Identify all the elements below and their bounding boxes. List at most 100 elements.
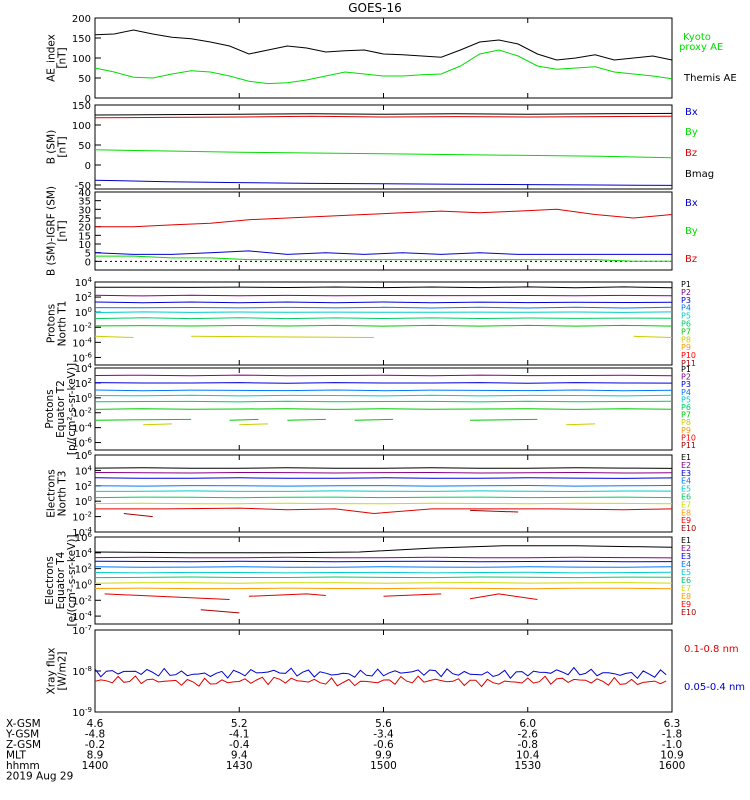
panel-2-legend-1: Bx xyxy=(685,107,698,118)
panel-4-legend-P2: P2 xyxy=(681,288,691,297)
panel-4-legend-P7: P7 xyxy=(681,327,691,336)
panel-8-y-tick-label-0: 10-7 xyxy=(72,624,92,637)
panel-4-y-tick-label-2: 100 xyxy=(75,306,92,319)
panel-8-y-tick-label-1: 10-8 xyxy=(72,665,92,678)
bottom-axis-label-z-gsm: Z-GSM xyxy=(6,739,41,751)
panel-8-legend-2: 0.05-0.4 nm xyxy=(684,682,745,693)
bottom-axis-mlt-value-2: 9.4 xyxy=(231,750,248,762)
panel-6-legend-E6: E6 xyxy=(681,493,691,502)
panel-4-legend-P1: P1 xyxy=(681,280,691,289)
panel-7-channel-9-seg-4 xyxy=(470,593,538,600)
panel-3-series-3-line xyxy=(95,208,673,228)
panel-3-y-tick-label-6: 30 xyxy=(78,205,91,216)
panel-7-frame xyxy=(94,536,673,625)
bottom-axis-hhmm-value-5: 1600 xyxy=(659,760,686,772)
panel-5-legend-P5: P5 xyxy=(681,395,691,404)
panel-2-series-2-line xyxy=(94,149,673,159)
bottom-axis-y-gsm-value-5: -1.8 xyxy=(662,729,683,741)
panel-8-series-2-line xyxy=(94,666,667,680)
panel-5-partial-1-seg-2 xyxy=(229,418,259,421)
panel-1-series-1-line xyxy=(94,49,673,85)
panel-2-legend-3: Bz xyxy=(685,148,697,159)
bottom-axis-y-gsm-value-4: -2.6 xyxy=(518,729,539,741)
panel-1-frame xyxy=(94,17,673,99)
bottom-axis-hhmm-value-2: 1430 xyxy=(226,760,253,772)
panel-5-y-tick-label-2: 100 xyxy=(75,392,92,405)
bottom-axis-mlt-value-4: 10.4 xyxy=(516,750,540,762)
panel-2-legend-2: By xyxy=(685,127,698,138)
panel-5-channel-6-line xyxy=(94,408,673,410)
panel-5-partial-2-seg-1 xyxy=(143,423,172,426)
panel-2-y-tick-label-4: 150 xyxy=(72,101,91,112)
panel-6-channel-5-line xyxy=(94,490,673,493)
bottom-axis-label-hhmm: hhmm xyxy=(6,760,40,772)
panel-7-channel-9-seg-2 xyxy=(248,593,326,597)
panel-4-channel-4-line xyxy=(94,306,673,309)
panel-7-legend-E3: E3 xyxy=(681,552,691,561)
panel-4-y-tick-label-3: 10-2 xyxy=(72,321,92,334)
panel-7-legend-E1: E1 xyxy=(681,536,691,545)
panel-7-y-tick-label-5: 10-4 xyxy=(72,610,92,623)
panel-7-channel-7-line xyxy=(94,582,673,584)
panel-1-series-2-line xyxy=(94,29,673,61)
panel-4-channel-2-line xyxy=(94,294,673,297)
panel-7-y-tick-label-3: 100 xyxy=(75,578,92,591)
panel-7-y-tick-label-1: 104 xyxy=(75,547,93,560)
panel-3-series-2-line xyxy=(95,255,672,262)
panel-5-partial-2-seg-3 xyxy=(566,423,596,426)
panel-5-legend-P1: P1 xyxy=(681,365,691,374)
panel-6-frame xyxy=(94,454,673,533)
panel-7-channel-3-line xyxy=(94,560,673,563)
panel-1-legend-1: Kyoto xyxy=(683,32,711,43)
panel-7-ylabel-line-1: Electrons xyxy=(44,556,56,605)
panel-4-partial-1-seg-2 xyxy=(191,335,374,338)
panel-5-y-tick-label-4: 10-4 xyxy=(72,422,92,435)
panel-6-legend-E4: E4 xyxy=(681,477,691,486)
panel-6-legend-E9: E9 xyxy=(681,516,691,525)
panel-3-ylabel-line-1: B (SM)-IGRF (SM) xyxy=(46,186,58,276)
panel-4-legend-P8: P8 xyxy=(681,335,691,344)
panel-6-channel-3-line xyxy=(94,477,673,479)
panel-4-channel-5-line xyxy=(94,311,673,313)
bottom-axis-z-gsm-value-4: -0.8 xyxy=(518,739,539,751)
panel-4-partial-1-seg-1 xyxy=(94,335,134,338)
panel-5-partial-1-seg-1 xyxy=(94,418,192,421)
panel-4-partial-1-seg-3 xyxy=(633,335,673,338)
panel-5-partial-1-seg-3 xyxy=(287,418,326,421)
bottom-axis-label-x-gsm: X-GSM xyxy=(6,718,41,730)
panel-7-legend-E9: E9 xyxy=(681,600,691,609)
panel-5-ylabel-line-3: [p/(cm²-s-sr-keV)] xyxy=(66,363,78,455)
panel-5-legend-P8: P8 xyxy=(681,418,691,427)
panel-5-legend-P9: P9 xyxy=(681,426,691,435)
chart-title: GOES-16 xyxy=(348,1,402,15)
panel-5-partial-1-seg-5 xyxy=(470,418,538,421)
panel-7-y-tick-label-0: 106 xyxy=(75,531,93,544)
panel-7-channel-9-seg-1 xyxy=(104,593,230,600)
panel-7-legend-E7: E7 xyxy=(681,584,691,593)
bottom-axis-z-gsm-value-2: -0.4 xyxy=(229,739,250,751)
bottom-axis-mlt-value-3: 9.9 xyxy=(375,750,392,762)
panel-8-series-1-line xyxy=(94,675,667,688)
panel-1-y-tick-label-4: 200 xyxy=(72,14,91,25)
bottom-axis-x-gsm-value-3: 5.6 xyxy=(375,718,392,730)
panel-6-channel-7-line xyxy=(94,502,673,505)
panel-5-y-tick-label-0: 104 xyxy=(75,362,93,375)
panel-7-channel-6-line xyxy=(94,576,673,579)
panel-3-y-tick-label-7: 35 xyxy=(78,197,91,208)
panel-2-y-tick-label-2: 50 xyxy=(78,141,91,152)
panel-5-channel-1-line xyxy=(94,374,673,377)
panel-4-legend-P9: P9 xyxy=(681,343,691,352)
panel-7-ylabel-line-2: Equator T4 xyxy=(55,551,67,609)
panel-6-legend-E10: E10 xyxy=(681,524,696,533)
panel-6-channel-6-line xyxy=(94,496,673,499)
panel-7-channel-5-line xyxy=(94,571,673,574)
panel-3-legend-1: Bx xyxy=(685,198,698,209)
panel-1-ylabel-line-1: AE_index xyxy=(46,34,58,82)
bottom-axis-y-gsm-value-1: -4.8 xyxy=(85,729,106,741)
panel-1-legend-2: proxy AE xyxy=(679,42,723,53)
panel-5-channel-4-line xyxy=(94,394,673,397)
panel-3-series-1-line xyxy=(94,250,672,255)
bottom-axis-mlt-value-5: 10.9 xyxy=(660,750,683,762)
panel-4-y-tick-label-5: 10-6 xyxy=(72,351,92,364)
